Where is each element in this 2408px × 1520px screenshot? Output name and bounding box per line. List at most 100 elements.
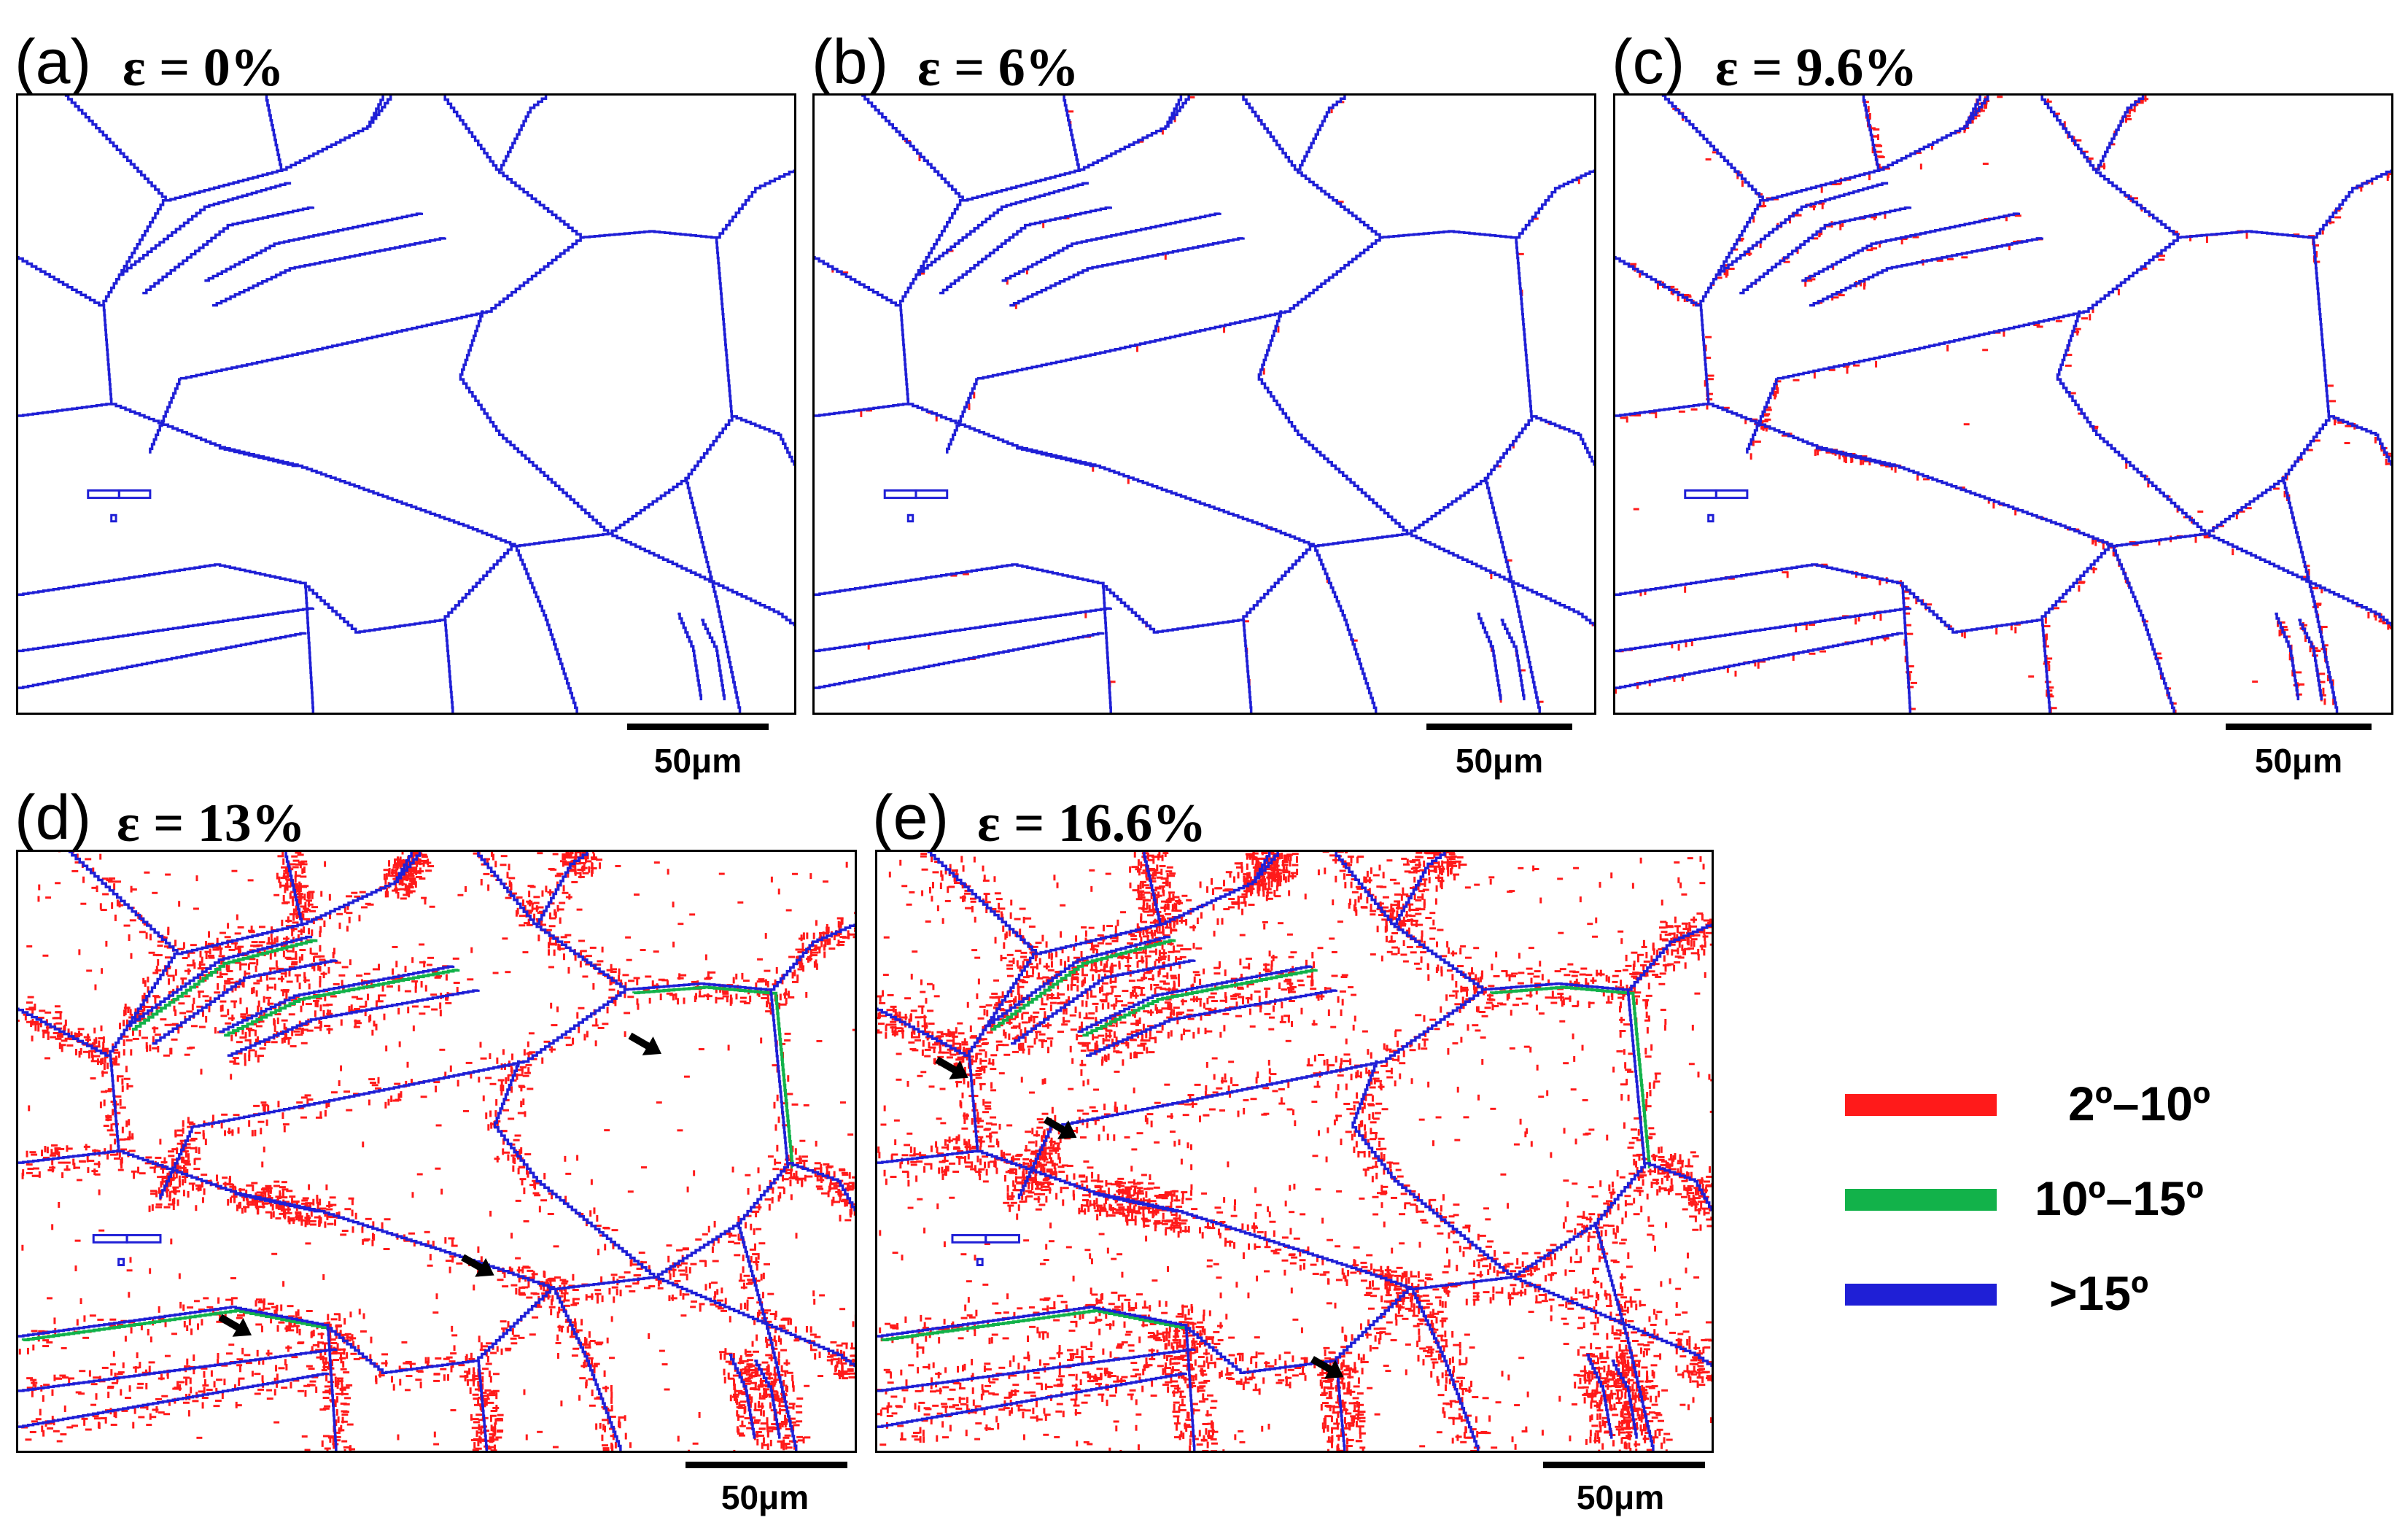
low-angle-boundary-segment [828,947,836,950]
low-angle-boundary-segment [805,1325,808,1333]
low-angle-boundary-segment [100,909,107,912]
low-angle-boundary-segment [568,856,575,859]
low-angle-boundary-segment [102,1050,109,1052]
low-angle-boundary-segment [577,869,584,872]
low-angle-boundary-segment [439,1002,442,1009]
low-angle-boundary-segment [324,1025,331,1028]
low-angle-boundary-segment [61,1376,69,1379]
low-angle-boundary-segment [496,1121,499,1128]
low-angle-boundary-segment [1678,410,1685,413]
low-angle-boundary-segment [1031,945,1038,948]
low-angle-boundary-segment [777,1440,784,1443]
low-angle-boundary-segment [404,966,407,973]
low-angle-boundary-segment [179,1301,182,1308]
low-angle-boundary-segment [292,1379,300,1382]
low-angle-boundary-segment [2076,329,2079,336]
low-angle-boundary-segment [624,982,627,989]
low-angle-boundary-segment [1879,577,1881,584]
low-angle-boundary-segment [788,1440,796,1443]
low-angle-boundary-segment [163,1413,171,1416]
low-angle-boundary-segment [204,999,211,1002]
low-angle-boundary-segment [297,853,304,856]
low-angle-boundary-segment [532,1192,540,1195]
low-angle-boundary-segment [508,1117,515,1120]
low-angle-boundary-segment [433,1373,440,1376]
low-angle-boundary-segment [217,1297,220,1304]
low-angle-boundary-segment [523,1049,526,1056]
low-angle-boundary-segment [204,1139,207,1146]
low-angle-boundary-segment [556,1006,559,1012]
low-angle-boundary-segment [277,1201,280,1209]
low-angle-boundary-segment [1634,414,1642,416]
low-angle-boundary-segment [144,1162,152,1165]
low-angle-boundary-segment [820,1167,823,1174]
low-angle-boundary-segment [247,963,250,970]
low-angle-boundary-segment [852,1028,855,1031]
low-angle-boundary-segment [295,871,298,878]
low-angle-boundary-segment [439,1009,442,1017]
low-angle-boundary-segment [42,1430,45,1437]
high-angle-boundary [1257,310,1409,534]
low-angle-boundary-segment [427,1357,430,1364]
low-angle-boundary-segment [220,1015,228,1017]
low-angle-boundary-segment [239,963,242,971]
low-angle-boundary-segment [549,917,556,920]
low-angle-boundary-segment [495,1392,498,1400]
low-angle-boundary-segment [163,1157,166,1164]
low-angle-boundary-segment [485,1077,492,1079]
high-angle-boundary [1615,563,1903,596]
low-angle-boundary-segment [419,1012,426,1015]
low-angle-boundary-segment [107,1391,110,1398]
low-angle-boundary-segment [618,968,621,975]
low-angle-boundary-segment [977,1017,984,1020]
low-angle-boundary-segment [255,1205,262,1208]
low-angle-boundary-segment [931,856,933,863]
low-angle-boundary-segment [394,859,396,866]
low-angle-boundary-segment [281,901,289,904]
low-angle-boundary-segment [316,1207,324,1210]
low-angle-boundary-segment [467,978,474,981]
high-angle-boundary [653,1276,855,1368]
low-angle-boundary-segment [112,1109,114,1116]
low-angle-boundary-segment [414,861,422,864]
low-angle-boundary-segment [451,1256,454,1263]
low-angle-boundary-segment [290,1381,292,1389]
low-angle-boundary-segment [612,1242,615,1249]
low-angle-boundary-segment [1792,654,1795,662]
low-angle-boundary-segment [592,852,595,854]
low-angle-boundary-segment [847,1368,854,1371]
low-angle-boundary-segment [273,1184,280,1187]
inclusion-outline [1707,513,1714,523]
low-angle-boundary-segment [319,931,322,937]
high-angle-boundary [916,182,1089,276]
low-angle-boundary-segment [753,1422,760,1424]
low-angle-boundary-segment [300,893,303,900]
low-angle-boundary-segment [41,1425,44,1432]
low-angle-boundary-segment [429,905,435,908]
low-angle-boundary-segment [519,1149,521,1156]
low-angle-boundary-segment [1228,898,1235,901]
low-angle-boundary-segment [1518,669,1526,672]
low-angle-boundary-segment [346,912,353,915]
low-angle-boundary-segment [288,1319,291,1326]
low-angle-boundary-segment [354,1022,362,1025]
low-angle-boundary-segment [333,1399,336,1406]
low-angle-boundary-segment [228,1343,235,1346]
low-angle-boundary-segment [222,1176,228,1179]
high-angle-boundary [326,1287,554,1375]
low-angle-boundary-segment [303,926,306,934]
low-angle-boundary-segment [708,1282,711,1289]
low-angle-boundary-segment [332,1351,338,1354]
panel-c-scale-text: 50μm [2254,742,2343,780]
low-angle-boundary-segment [1704,357,1712,360]
low-angle-boundary-segment [738,1238,745,1241]
low-angle-boundary-segment [322,1361,330,1364]
low-angle-boundary-segment [420,1096,427,1098]
low-angle-boundary-segment [164,1354,171,1357]
low-angle-boundary-segment [398,883,405,885]
low-angle-boundary-segment [169,1047,172,1055]
low-angle-boundary-segment [147,1006,154,1009]
low-angle-boundary-segment [375,1023,378,1031]
low-angle-boundary-segment [2323,698,2326,705]
low-angle-boundary-segment [527,1052,530,1059]
